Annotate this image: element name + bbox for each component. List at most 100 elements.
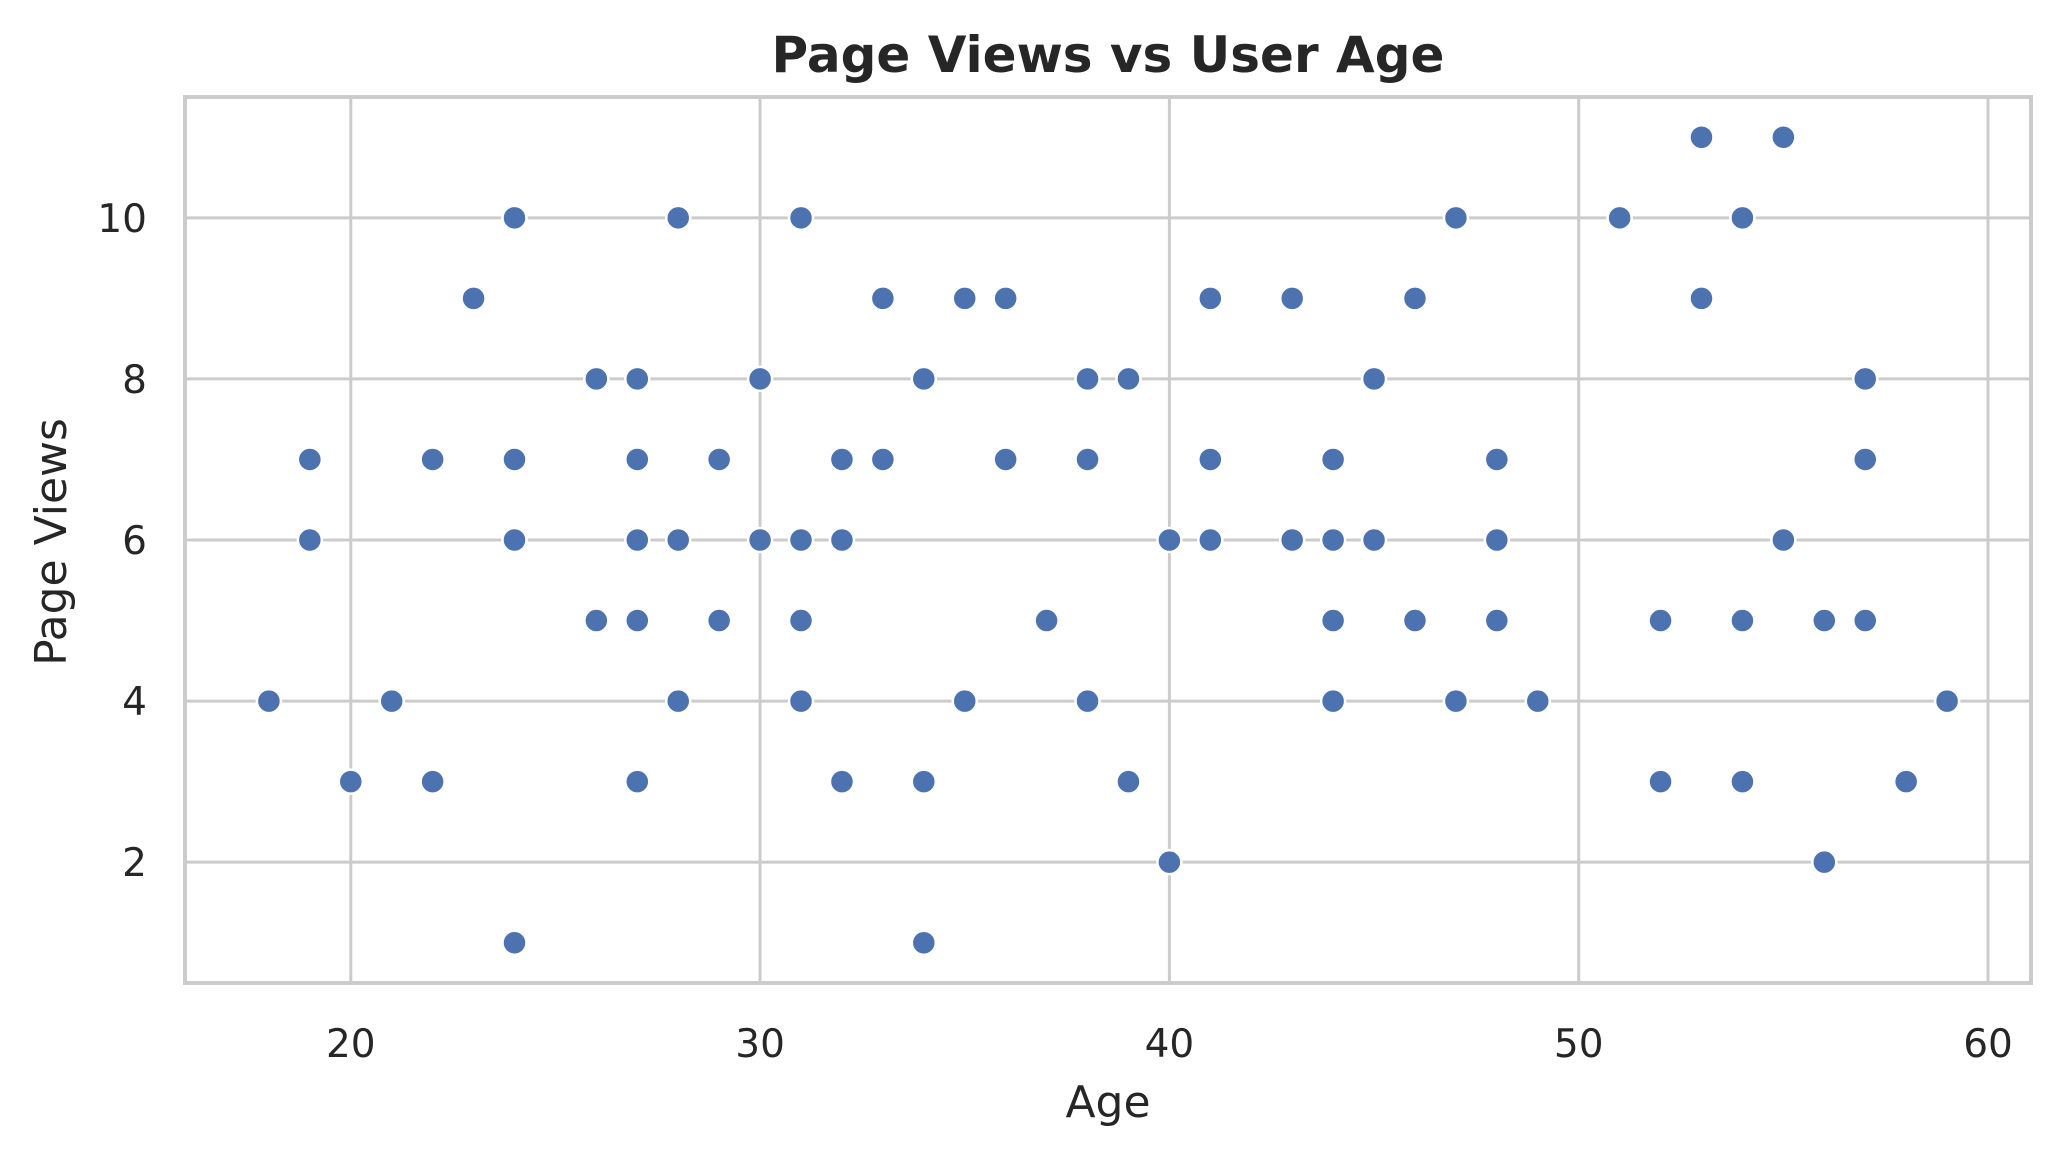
data-points bbox=[255, 124, 1961, 956]
data-point bbox=[1483, 526, 1511, 554]
data-point bbox=[705, 607, 733, 634]
data-point bbox=[1688, 285, 1715, 312]
data-point bbox=[951, 285, 978, 312]
data-point bbox=[869, 285, 897, 312]
data-point bbox=[255, 687, 283, 715]
data-point bbox=[1156, 848, 1183, 876]
data-point bbox=[787, 607, 815, 634]
data-point bbox=[1074, 687, 1101, 715]
x-axis-ticks: 20 30 40 50 60 bbox=[326, 1022, 2013, 1067]
data-point bbox=[1770, 526, 1797, 554]
data-point bbox=[624, 607, 651, 634]
data-point bbox=[1647, 768, 1674, 795]
data-point bbox=[992, 285, 1019, 312]
data-point bbox=[1647, 607, 1674, 634]
data-point bbox=[1442, 687, 1470, 715]
data-point bbox=[419, 768, 446, 795]
data-point bbox=[1319, 526, 1347, 554]
data-point bbox=[378, 687, 405, 715]
data-point bbox=[746, 526, 774, 554]
data-point bbox=[583, 365, 610, 393]
data-point bbox=[1688, 124, 1715, 151]
x-tick-label: 50 bbox=[1554, 1022, 1604, 1067]
data-point bbox=[1360, 365, 1388, 393]
y-tick-label: 8 bbox=[122, 358, 147, 403]
y-tick-label: 10 bbox=[97, 197, 147, 242]
grid-lines bbox=[185, 97, 2031, 983]
data-point bbox=[1115, 768, 1142, 795]
y-tick-label: 2 bbox=[122, 841, 147, 886]
data-point bbox=[1401, 285, 1429, 312]
data-point bbox=[910, 365, 938, 393]
data-point bbox=[951, 687, 978, 715]
data-point bbox=[1729, 204, 1756, 232]
data-point bbox=[1319, 446, 1347, 473]
data-point bbox=[296, 446, 324, 473]
data-point bbox=[1278, 526, 1306, 554]
data-point bbox=[910, 768, 938, 795]
data-point bbox=[1033, 607, 1060, 634]
data-point bbox=[624, 446, 651, 473]
data-point bbox=[1197, 285, 1224, 312]
data-point bbox=[296, 526, 324, 554]
data-point bbox=[910, 929, 938, 956]
data-point bbox=[419, 446, 446, 473]
data-point bbox=[664, 687, 692, 715]
data-point bbox=[1197, 446, 1224, 473]
data-point bbox=[1811, 848, 1838, 876]
data-point bbox=[1401, 607, 1429, 634]
data-point bbox=[1319, 687, 1347, 715]
data-point bbox=[1770, 124, 1797, 151]
data-point bbox=[664, 204, 692, 232]
data-point bbox=[828, 768, 856, 795]
data-point bbox=[1851, 607, 1879, 634]
data-point bbox=[1811, 607, 1838, 634]
data-point bbox=[1851, 365, 1879, 393]
data-point bbox=[460, 285, 487, 312]
data-point bbox=[501, 204, 528, 232]
data-point bbox=[501, 446, 528, 473]
data-point bbox=[787, 687, 815, 715]
data-point bbox=[787, 204, 815, 232]
data-point bbox=[992, 446, 1019, 473]
data-point bbox=[501, 929, 528, 956]
data-point bbox=[1483, 446, 1511, 473]
data-point bbox=[1156, 526, 1183, 554]
data-point bbox=[624, 768, 651, 795]
data-point bbox=[1360, 526, 1388, 554]
y-tick-label: 6 bbox=[122, 519, 147, 564]
x-tick-label: 40 bbox=[1145, 1022, 1195, 1067]
data-point bbox=[1074, 365, 1101, 393]
data-point bbox=[1278, 285, 1306, 312]
data-point bbox=[1319, 607, 1347, 634]
data-point bbox=[1197, 526, 1224, 554]
data-point bbox=[583, 607, 610, 634]
x-tick-label: 30 bbox=[735, 1022, 785, 1067]
data-point bbox=[1483, 607, 1511, 634]
data-point bbox=[1729, 607, 1756, 634]
y-axis-label: Page Views bbox=[26, 418, 77, 666]
data-point bbox=[787, 526, 815, 554]
data-point bbox=[624, 526, 651, 554]
x-axis-label: Age bbox=[1065, 1077, 1150, 1128]
data-point bbox=[705, 446, 733, 473]
data-point bbox=[1892, 768, 1920, 795]
data-point bbox=[746, 365, 774, 393]
data-point bbox=[1115, 365, 1142, 393]
data-point bbox=[828, 446, 856, 473]
data-point bbox=[828, 526, 856, 554]
data-point bbox=[1933, 687, 1961, 715]
data-point bbox=[1074, 446, 1101, 473]
data-point bbox=[1442, 204, 1470, 232]
data-point bbox=[1851, 446, 1879, 473]
y-axis-ticks: 2 4 6 8 10 bbox=[97, 197, 147, 886]
data-point bbox=[869, 446, 897, 473]
data-point bbox=[1606, 204, 1633, 232]
data-point bbox=[624, 365, 651, 393]
chart-title: Page Views vs User Age bbox=[772, 26, 1445, 84]
y-tick-label: 4 bbox=[122, 680, 147, 725]
x-tick-label: 20 bbox=[326, 1022, 376, 1067]
data-point bbox=[1524, 687, 1552, 715]
data-point bbox=[337, 768, 365, 795]
